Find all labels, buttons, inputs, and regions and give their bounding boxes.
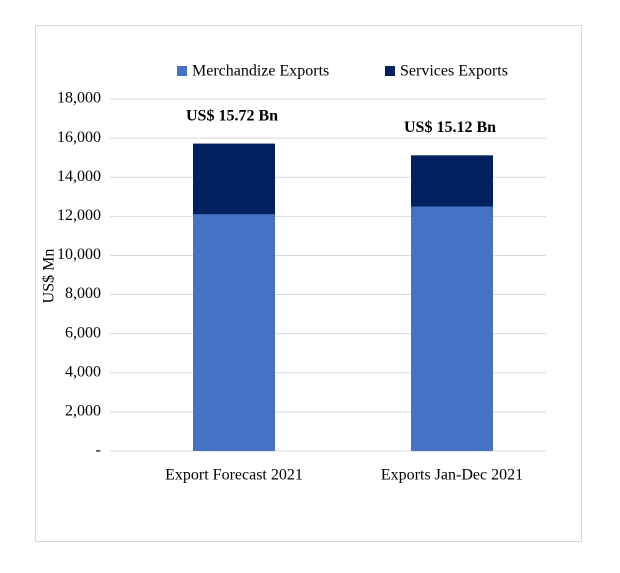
y-tick-label: 2,000 bbox=[65, 403, 101, 420]
bar-segment bbox=[411, 155, 493, 207]
bar-annotation: US$ 15.12 Bn bbox=[404, 119, 496, 136]
y-tick-label: 8,000 bbox=[65, 285, 101, 302]
y-tick-label: 6,000 bbox=[65, 324, 101, 341]
y-tick-label: 18,000 bbox=[57, 90, 101, 107]
legend-swatch bbox=[177, 66, 187, 76]
y-tick-label: 14,000 bbox=[57, 168, 101, 185]
x-tick-label: Export Forecast 2021 bbox=[165, 467, 303, 484]
y-tick-label: 16,000 bbox=[57, 129, 101, 146]
y-tick-label: - bbox=[96, 442, 101, 459]
bar-segment bbox=[193, 214, 275, 451]
y-axis-label: US$ Mn bbox=[41, 249, 58, 304]
x-tick-label: Exports Jan-Dec 2021 bbox=[381, 467, 523, 484]
y-tick-label: 12,000 bbox=[57, 207, 101, 224]
y-tick-label: 4,000 bbox=[65, 363, 101, 380]
bar-segment bbox=[411, 206, 493, 451]
chart-frame bbox=[35, 25, 582, 542]
bar-segment bbox=[193, 143, 275, 215]
bar-annotation: US$ 15.72 Bn bbox=[186, 107, 278, 124]
legend-label: Merchandize Exports bbox=[192, 63, 329, 80]
y-tick-label: 10,000 bbox=[57, 246, 101, 263]
legend-swatch bbox=[385, 66, 395, 76]
legend-label: Services Exports bbox=[400, 63, 508, 80]
